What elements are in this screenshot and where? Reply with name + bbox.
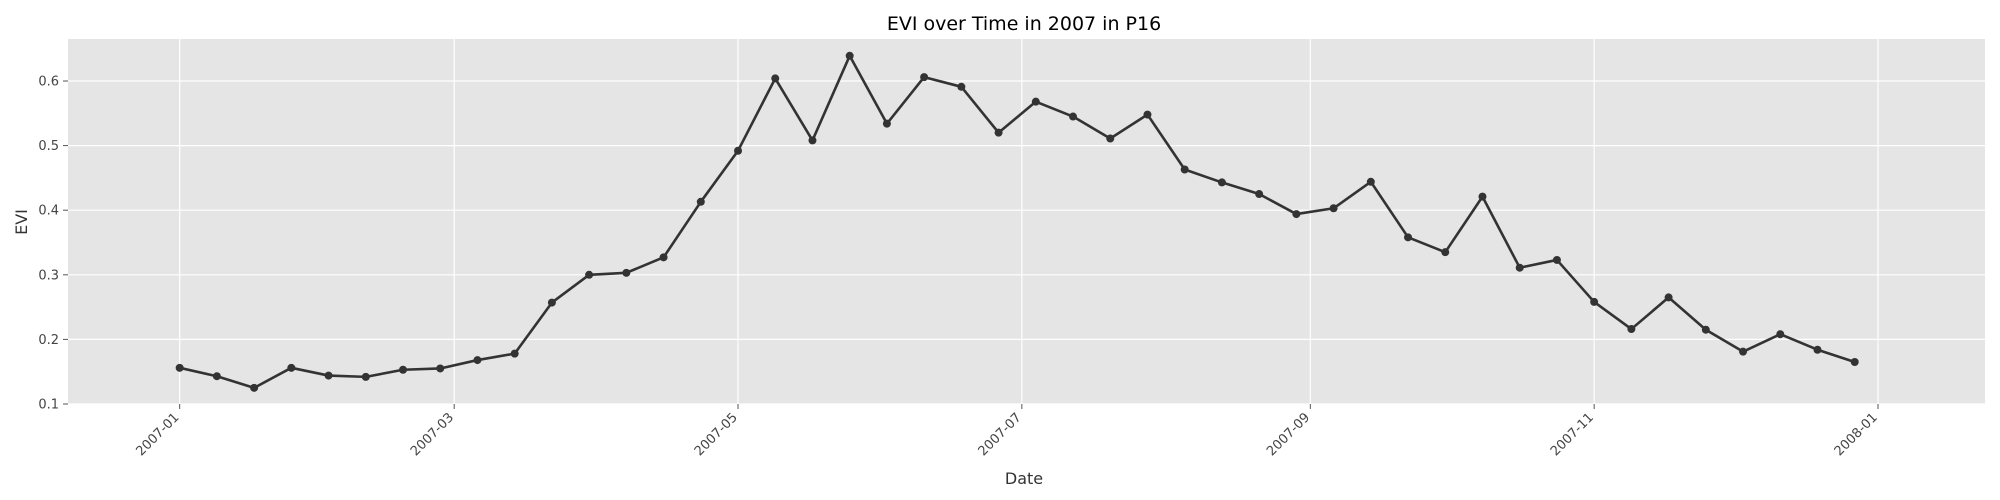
data-point [771, 74, 780, 83]
data-point [1292, 210, 1301, 219]
data-point [1552, 255, 1561, 264]
grid [68, 39, 1985, 405]
data-point [1478, 192, 1487, 201]
series-line [178, 54, 1857, 390]
data-point [473, 356, 482, 365]
x-tick-label: 2007-09 [1264, 410, 1313, 459]
data-point [1069, 112, 1078, 121]
data-point [1590, 297, 1599, 306]
x-tick-label: 2007-07 [976, 410, 1025, 459]
data-point [1850, 358, 1859, 367]
data-point [1031, 97, 1040, 106]
data-point [1255, 190, 1264, 199]
data-point [1701, 325, 1710, 334]
data-point [1776, 330, 1785, 339]
data-point [659, 253, 668, 262]
y-tick-label: 0.4 [38, 204, 59, 219]
x-tick-label: 2008-01 [1832, 410, 1881, 459]
chart-title: EVI over Time in 2007 in P16 [887, 13, 1161, 35]
data-point [622, 268, 631, 277]
x-tick-label: 2007-11 [1548, 410, 1597, 459]
data-point [696, 197, 705, 206]
data-point [175, 363, 184, 372]
data-point [994, 128, 1003, 137]
data-point [212, 372, 221, 381]
data-point [361, 372, 370, 381]
data-point [1217, 178, 1226, 187]
data-point [547, 298, 556, 307]
data-point [399, 365, 408, 374]
data-point [1329, 204, 1338, 213]
x-axis-label: Date [1005, 469, 1043, 488]
data-point [882, 119, 891, 128]
x-tick-label: 2007-03 [408, 410, 457, 459]
data-point [1143, 110, 1152, 119]
data-point [957, 82, 966, 91]
y-tick-label: 0.2 [38, 333, 59, 348]
data-point [808, 136, 817, 145]
y-axis-label: EVI [12, 209, 31, 235]
data-point [1515, 263, 1524, 272]
data-point [1106, 134, 1115, 143]
x-tick-label: 2007-01 [133, 410, 182, 459]
data-point [287, 363, 296, 372]
data-point [1627, 325, 1636, 334]
data-point [585, 270, 594, 279]
y-tick-label: 0.5 [38, 139, 59, 154]
plot-area [68, 39, 1985, 404]
y-tick-label: 0.6 [38, 74, 59, 89]
data-point [1366, 177, 1375, 186]
series-evi [175, 51, 1859, 392]
data-point [436, 364, 445, 373]
data-point [324, 371, 333, 380]
data-point [1180, 165, 1189, 174]
data-point [1404, 233, 1413, 242]
y-tick-label: 0.1 [38, 398, 59, 413]
data-point [1441, 248, 1450, 257]
data-point [1739, 347, 1748, 356]
data-point [1813, 345, 1822, 354]
data-point [510, 349, 519, 358]
data-point [250, 383, 259, 392]
data-point [734, 146, 743, 155]
y-tick-label: 0.3 [38, 268, 59, 283]
data-point [845, 51, 854, 60]
data-point [920, 73, 929, 82]
data-point [1664, 293, 1673, 302]
x-tick-label: 2007-05 [692, 410, 741, 459]
